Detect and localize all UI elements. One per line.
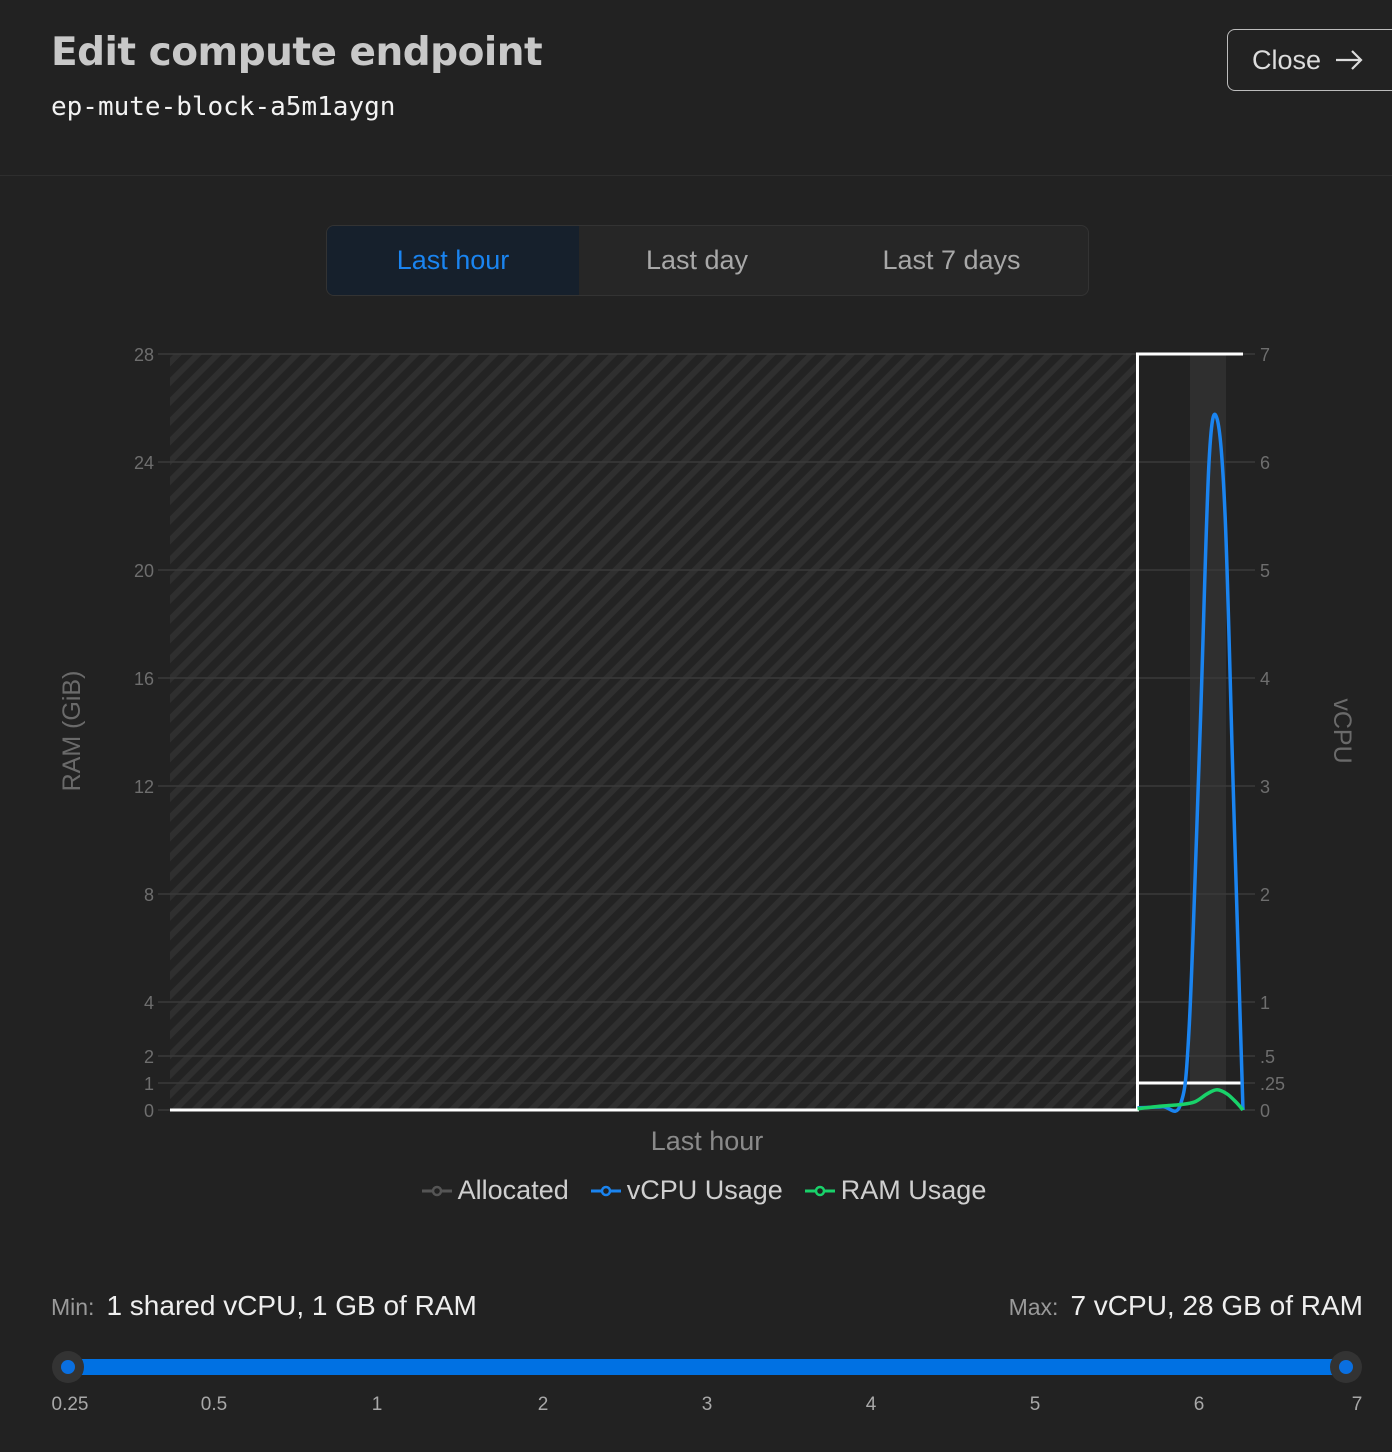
chart-legend: Allocated vCPU Usage RAM Usage: [0, 1175, 1392, 1206]
slider-tick-label: 0.25: [51, 1394, 89, 1415]
endpoint-id: ep-mute-block-a5m1aygn: [51, 92, 396, 122]
ram-usage-line: [1137, 1088, 1245, 1112]
y-left-tick-label: 28: [134, 345, 154, 365]
allocated-line: [170, 352, 1243, 1112]
legend-line-icon: [804, 1185, 835, 1196]
vcpu-usage-line: [1137, 412, 1245, 1113]
y-left-tick-label: 12: [134, 777, 154, 797]
slider-tick-label: 3: [701, 1394, 713, 1415]
y-axis-left-label: RAM (GiB): [58, 671, 86, 792]
y-right-tick-label: 7: [1260, 345, 1270, 365]
close-label: Close: [1252, 44, 1322, 75]
y-left-tick-label: 24: [134, 453, 154, 473]
y-axis-right-label: vCPU: [1328, 698, 1356, 763]
legend-line-icon: [421, 1185, 452, 1196]
min-setting: Min: 1 shared vCPU, 1 GB of RAM: [51, 1290, 477, 1322]
y-left-tick-label: 4: [144, 993, 154, 1013]
slider-tick-label: 6: [1193, 1394, 1205, 1415]
y-right-tick-label: 1: [1260, 993, 1270, 1013]
y-right-tick-label: 2: [1260, 885, 1270, 905]
close-button[interactable]: Close: [1227, 29, 1392, 91]
y-left-tick-label: 16: [134, 669, 154, 689]
tab-last-7-days[interactable]: Last 7 days: [882, 245, 1021, 275]
x-axis-label: Last hour: [651, 1126, 764, 1156]
max-value: 7 vCPU, 28 GB of RAM: [1070, 1290, 1363, 1321]
y-right-tick-label: 3: [1260, 777, 1270, 797]
page-title: Edit compute endpoint: [51, 30, 543, 75]
slider-tick-label: 2: [537, 1394, 549, 1415]
y-right-tick-label: .25: [1260, 1074, 1285, 1094]
slider-max-thumb[interactable]: [1330, 1351, 1362, 1383]
min-value: 1 shared vCPU, 1 GB of RAM: [106, 1290, 477, 1321]
arrow-right-icon: [1336, 50, 1363, 70]
y-right-tick-label: 4: [1260, 669, 1270, 689]
compute-range-slider[interactable]: [68, 1359, 1346, 1375]
y-left-tick-label: 2: [144, 1047, 154, 1067]
tab-last-hour[interactable]: Last hour: [327, 226, 579, 295]
slider-min-thumb[interactable]: [52, 1351, 84, 1383]
slider-tick-label: 1: [371, 1394, 383, 1415]
max-setting: Max: 7 vCPU, 28 GB of RAM: [1009, 1290, 1363, 1322]
legend-label: vCPU Usage: [626, 1175, 783, 1205]
tab-last-day[interactable]: Last day: [645, 245, 749, 275]
max-label: Max:: [1008, 1294, 1059, 1320]
y-right-tick-label: 5: [1260, 561, 1270, 581]
header-divider: [0, 175, 1392, 176]
y-left-tick-label: 1: [144, 1074, 154, 1094]
time-range-tabs: Last hour Last day Last 7 days: [326, 225, 1089, 296]
slider-tick-label: 7: [1351, 1394, 1363, 1415]
legend-label: RAM Usage: [840, 1175, 987, 1205]
legend-allocated[interactable]: Allocated: [421, 1175, 569, 1206]
y-left-tick-label: 20: [134, 561, 154, 581]
no-data-region: [170, 354, 1136, 1110]
min-label: Min:: [51, 1294, 95, 1320]
legend-vcpu-usage[interactable]: vCPU Usage: [590, 1175, 783, 1206]
legend-label: Allocated: [457, 1175, 569, 1205]
legend-ram-usage[interactable]: RAM Usage: [804, 1175, 987, 1206]
legend-line-icon: [590, 1185, 621, 1196]
y-left-tick-label: 8: [144, 885, 154, 905]
y-right-tick-label: 6: [1260, 453, 1270, 473]
slider-tick-label: 4: [865, 1394, 877, 1415]
y-right-tick-label: 0: [1260, 1101, 1270, 1121]
slider-tick-label: 5: [1029, 1394, 1041, 1415]
y-left-tick-label: 0: [144, 1101, 154, 1121]
usage-chart: 0 0 1 .25 2 .5 4 1 8 2 12 3 16 4 20 5 24 6 28 7 RAM (GiB) v…: [58, 345, 1356, 1156]
slider-tick-label: 0.5: [200, 1394, 228, 1415]
y-right-tick-label: .5: [1260, 1047, 1275, 1067]
